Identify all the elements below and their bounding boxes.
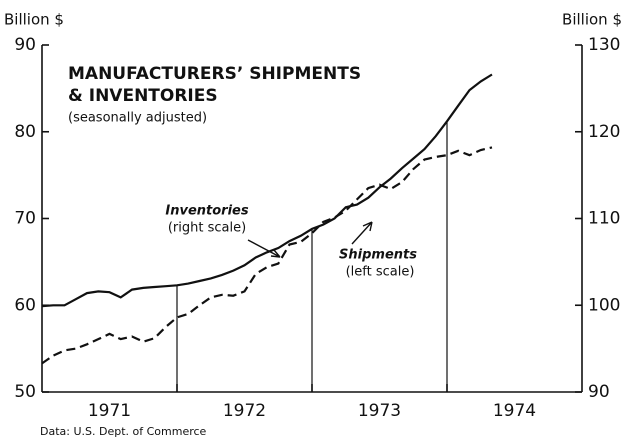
chart-title: & INVENTORIES (68, 86, 218, 106)
y-axis-label: Billion $ (4, 11, 64, 29)
y-tick-label: 90 (14, 35, 36, 55)
arrow (351, 221, 373, 245)
annotation: Inventories (165, 204, 248, 219)
x-tick-label: 1973 (358, 401, 401, 421)
x-tick-label: 1971 (88, 401, 131, 421)
chart-subtitle: (seasonally adjusted) (68, 111, 207, 126)
y2-tick-label: 100 (588, 295, 620, 315)
annotation: (left scale) (346, 265, 415, 280)
source-note: Data: U.S. Dept. of Commerce (40, 425, 207, 438)
chart-title: MANUFACTURERS’ SHIPMENTS (68, 64, 361, 84)
y-tick-label: 60 (14, 295, 36, 315)
annotation: (right scale) (168, 221, 246, 236)
x-tick-label: 1972 (223, 401, 266, 421)
y2-tick-label: 110 (588, 209, 620, 229)
y2-tick-label: 90 (588, 382, 610, 402)
x-tick-label: 1974 (493, 401, 536, 421)
y2-tick-label: 120 (588, 122, 620, 142)
arrow (247, 239, 281, 258)
y2-axis-label: Billion $ (562, 11, 622, 29)
annotation: Shipments (339, 248, 417, 263)
series-line (41, 73, 493, 308)
y2-tick-label: 130 (588, 35, 620, 55)
y-tick-label: 80 (14, 122, 36, 142)
y-tick-label: 70 (14, 209, 36, 229)
series-line (41, 146, 493, 365)
y-tick-label: 50 (14, 382, 36, 402)
